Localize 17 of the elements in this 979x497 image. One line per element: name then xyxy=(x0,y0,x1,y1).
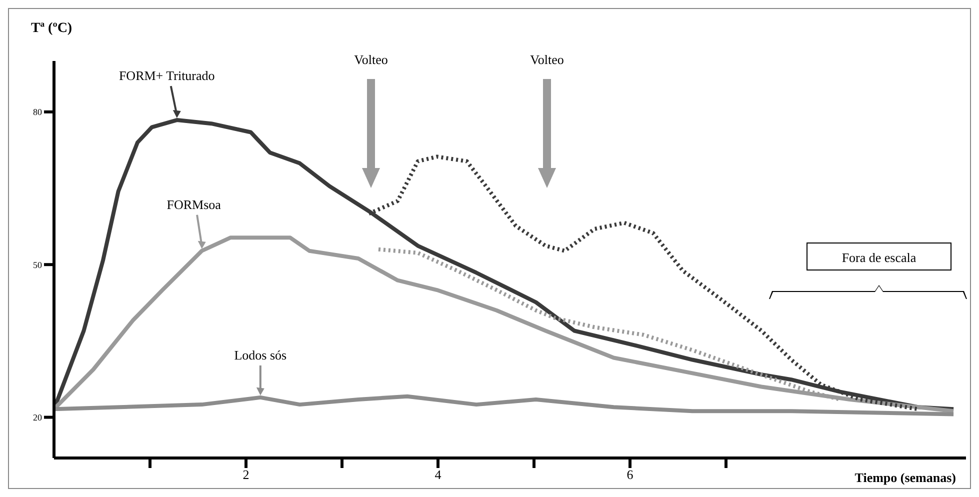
y-axis-title: Tª (ºC) xyxy=(31,21,72,37)
annotation: Volteo xyxy=(530,52,564,67)
line-series xyxy=(54,236,956,414)
x-tick-label: 4 xyxy=(434,467,442,482)
x-tick-label: 2 xyxy=(242,467,250,482)
annotation: Fora de escala xyxy=(842,250,916,265)
text: FORM+ Triturado xyxy=(118,68,215,84)
line-series xyxy=(54,118,956,412)
annotation: Volteo xyxy=(354,52,388,67)
line-series xyxy=(54,394,956,416)
x-tick-label: 6 xyxy=(626,467,634,482)
text: Lodos sós xyxy=(234,347,287,362)
y-tick-label: 20 xyxy=(33,412,42,422)
x-axis-title: Tiempo (semanas) xyxy=(854,470,956,486)
y-tick-label: 80 xyxy=(33,107,42,118)
y-tick-label: 50 xyxy=(33,260,42,270)
text: FORMsoa xyxy=(166,196,222,212)
